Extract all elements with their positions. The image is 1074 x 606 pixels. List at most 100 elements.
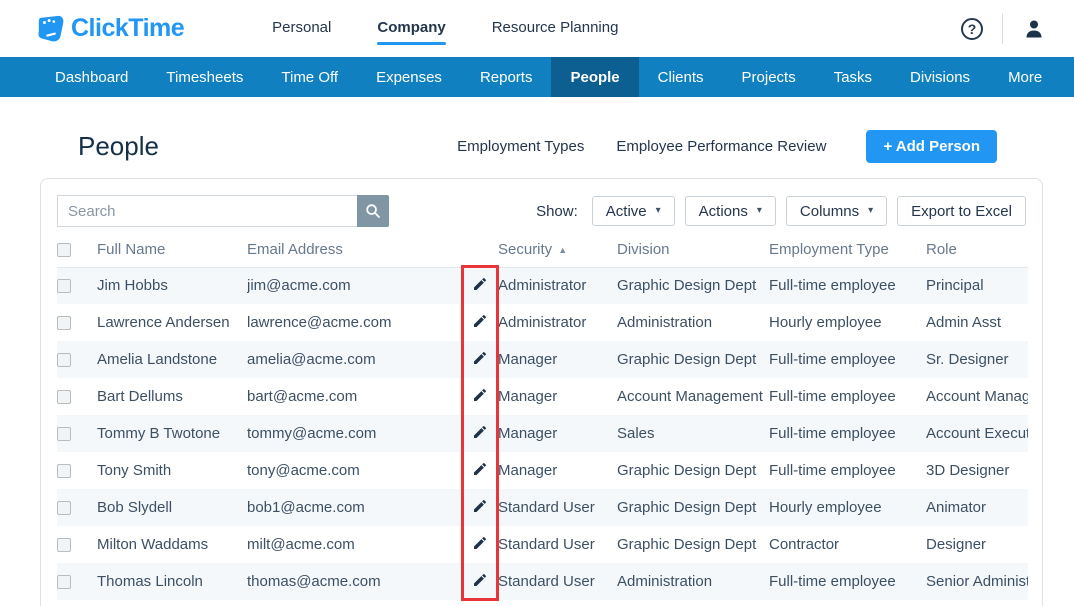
cell-role: Senior Administrator xyxy=(926,573,1028,590)
tab-personal[interactable]: Personal xyxy=(272,18,332,36)
row-checkbox[interactable] xyxy=(57,427,71,442)
user-account-icon[interactable] xyxy=(1022,17,1046,41)
tab-resource-planning[interactable]: Resource Planning xyxy=(491,18,619,36)
header-actions: ? xyxy=(961,13,1046,44)
cell-email: tony@acme.com xyxy=(247,462,360,479)
edit-person-button[interactable] xyxy=(472,387,488,403)
header-divider xyxy=(1002,13,1003,44)
column-header-division[interactable]: Division xyxy=(617,233,769,268)
cell-division: Graphic Design Dept xyxy=(617,536,757,553)
top-header: ClickTime Personal Company Resource Plan… xyxy=(0,0,1074,57)
tab-company[interactable]: Company xyxy=(377,13,447,45)
top-tabs: Personal Company Resource Planning xyxy=(272,13,618,45)
cell-full-name: Bart Dellums xyxy=(97,388,183,405)
table-row: Jim Hobbs jim@acme.com Administrator Gra… xyxy=(57,267,1028,304)
help-icon[interactable]: ? xyxy=(961,17,983,40)
pencil-icon xyxy=(473,462,486,475)
nav-item-expenses[interactable]: Expenses xyxy=(376,68,442,86)
nav-item-time-off[interactable]: Time Off xyxy=(281,68,339,86)
show-active-dropdown-label: Active xyxy=(605,202,647,220)
clicktime-logo-icon xyxy=(38,15,64,41)
pencil-icon xyxy=(473,277,486,290)
cell-division: Sales xyxy=(617,425,655,442)
select-all-checkbox[interactable] xyxy=(57,243,71,258)
cell-security: Standard User xyxy=(498,499,595,516)
clicktime-logo[interactable]: ClickTime xyxy=(36,14,185,44)
cell-employment-type: Full-time employee xyxy=(769,351,896,368)
row-checkbox[interactable] xyxy=(57,575,71,590)
nav-item-people[interactable]: People xyxy=(551,57,639,97)
employee-performance-review-link[interactable]: Employee Performance Review xyxy=(616,137,827,155)
cell-full-name: Bob Slydell xyxy=(97,499,173,516)
actions-dropdown[interactable]: Actions ▾ xyxy=(684,196,776,226)
edit-person-button[interactable] xyxy=(472,572,488,588)
edit-person-button[interactable] xyxy=(472,498,488,514)
nav-item-clients[interactable]: Clients xyxy=(657,68,704,86)
search-icon xyxy=(366,204,380,218)
chevron-down-icon: ▾ xyxy=(756,205,762,216)
edit-person-button[interactable] xyxy=(472,424,488,440)
page-head-links: Employment Types Employee Performance Re… xyxy=(457,138,826,155)
sort-ascending-icon: ▲ xyxy=(558,245,568,256)
pencil-icon xyxy=(473,499,486,512)
cell-security: Manager xyxy=(498,425,558,442)
edit-person-button[interactable] xyxy=(472,350,488,366)
toolbar-right: Show: Active ▾ Actions ▾ Columns ▾ Expor… xyxy=(536,196,1026,226)
employment-types-link[interactable]: Employment Types xyxy=(457,137,585,155)
nav-item-tasks[interactable]: Tasks xyxy=(833,68,873,86)
row-checkbox[interactable] xyxy=(57,538,71,553)
show-active-dropdown[interactable]: Active ▾ xyxy=(591,196,675,226)
cell-division: Administration xyxy=(617,314,713,331)
chevron-down-icon: ▾ xyxy=(868,205,874,216)
cell-role: Sr. Designer xyxy=(926,351,1009,368)
table-row: Bart Dellums bart@acme.com Manager Accou… xyxy=(57,378,1028,415)
export-to-excel-button[interactable]: Export to Excel xyxy=(897,196,1026,226)
column-header-employment-type[interactable]: Employment Type xyxy=(769,233,926,268)
cell-security: Manager xyxy=(498,388,558,405)
nav-item-reports[interactable]: Reports xyxy=(479,68,533,86)
cell-role: Principal xyxy=(926,277,984,295)
table-row: Bob Slydell bob1@acme.com Standard User … xyxy=(57,489,1028,526)
column-header-email-address[interactable]: Email Address xyxy=(247,233,461,268)
search-button[interactable] xyxy=(357,195,389,227)
cell-employment-type: Hourly employee xyxy=(769,314,882,331)
row-checkbox[interactable] xyxy=(57,390,71,405)
cell-division: Graphic Design Dept xyxy=(617,277,757,295)
cell-email: bart@acme.com xyxy=(247,388,358,405)
add-person-button[interactable]: + Add Person xyxy=(866,129,997,163)
columns-dropdown[interactable]: Columns ▾ xyxy=(785,196,888,226)
row-checkbox[interactable] xyxy=(57,316,71,331)
search-input[interactable] xyxy=(57,195,357,227)
cell-role: 3D Designer xyxy=(926,462,1010,479)
column-header-edit xyxy=(461,233,498,268)
nav-item-timesheets[interactable]: Timesheets xyxy=(166,68,244,86)
column-header-security[interactable]: Security ▲ xyxy=(498,233,617,268)
pencil-icon xyxy=(473,388,486,401)
edit-person-button[interactable] xyxy=(472,461,488,477)
cell-employment-type: Full-time employee xyxy=(769,573,896,590)
people-table-container: Full Name Email Address Security ▲ Divisi… xyxy=(57,233,1028,600)
edit-person-button[interactable] xyxy=(472,313,488,329)
chevron-down-icon: ▾ xyxy=(655,205,661,216)
pencil-icon xyxy=(473,425,486,438)
cell-security: Standard User xyxy=(498,536,595,553)
edit-person-button[interactable] xyxy=(472,535,488,551)
row-checkbox[interactable] xyxy=(57,353,71,368)
row-checkbox[interactable] xyxy=(57,501,71,516)
nav-item-divisions[interactable]: Divisions xyxy=(910,68,971,86)
nav-item-projects[interactable]: Projects xyxy=(741,68,796,86)
table-toolbar: Show: Active ▾ Actions ▾ Columns ▾ Expor… xyxy=(57,195,1026,227)
column-header-full-name[interactable]: Full Name xyxy=(97,233,247,268)
main-nav: Dashboard Timesheets Time Off Expenses R… xyxy=(0,57,1074,97)
search-wrap xyxy=(57,195,389,227)
row-checkbox[interactable] xyxy=(57,464,71,479)
edit-person-button[interactable] xyxy=(472,276,488,292)
nav-item-dashboard[interactable]: Dashboard xyxy=(55,68,129,86)
cell-email: amelia@acme.com xyxy=(247,351,376,368)
row-checkbox[interactable] xyxy=(57,279,71,294)
nav-item-more[interactable]: More xyxy=(1008,68,1043,86)
cell-employment-type: Full-time employee xyxy=(769,277,896,295)
cell-employment-type: Full-time employee xyxy=(769,388,896,405)
column-header-role[interactable]: Role xyxy=(926,233,1028,268)
